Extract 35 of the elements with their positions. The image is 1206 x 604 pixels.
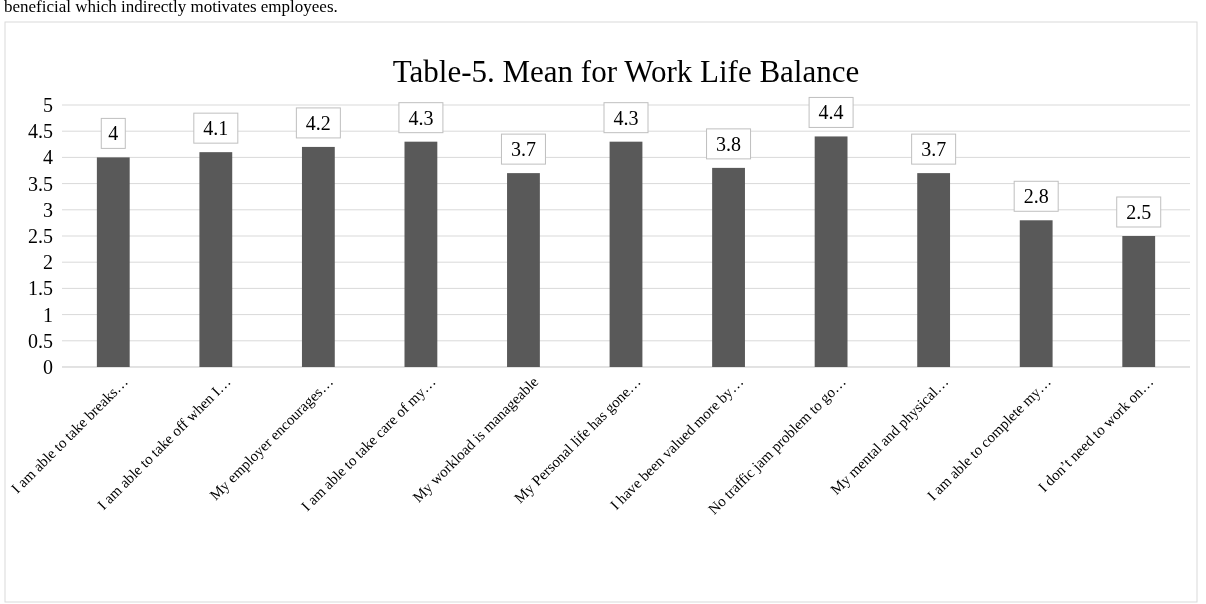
y-tick-label: 2.5 — [28, 225, 53, 247]
bar — [199, 152, 233, 367]
bar — [1122, 236, 1156, 367]
data-label: 4 — [108, 122, 119, 145]
data-label: 4.3 — [408, 106, 434, 129]
y-tick-label: 5 — [43, 94, 53, 116]
data-label: 4.2 — [305, 111, 331, 134]
bar — [96, 157, 130, 367]
bar — [1019, 220, 1053, 367]
bar — [507, 173, 540, 367]
y-tick-label: 1.5 — [28, 277, 53, 300]
y-tick-label: 3.5 — [28, 172, 53, 195]
y-tick-label: 4.5 — [28, 120, 53, 143]
chart-title: Table-5. Mean for Work Life Balance — [392, 54, 860, 89]
data-label: 4.4 — [818, 101, 844, 124]
data-label: 3.8 — [716, 132, 742, 155]
bar — [609, 141, 643, 367]
data-label: 4.3 — [613, 106, 639, 129]
bar — [301, 146, 335, 367]
y-tick-label: 0 — [43, 356, 53, 378]
data-label: 3.7 — [921, 138, 947, 161]
data-label: 2.5 — [1126, 201, 1152, 223]
bar — [404, 141, 438, 367]
text: beneficial which indirectly motivates employees. — [4, 0, 338, 16]
bar — [917, 173, 951, 367]
y-tick-label: 4 — [43, 146, 53, 169]
data-label: 3.7 — [510, 138, 536, 161]
bar — [814, 136, 848, 367]
y-tick-label: 0.5 — [28, 329, 53, 352]
bar — [712, 167, 745, 367]
data-label: 4.1 — [203, 117, 229, 140]
y-tick-label: 2 — [43, 251, 53, 274]
y-tick-label: 1 — [43, 303, 53, 326]
y-tick-label: 3 — [43, 198, 53, 221]
data-label: 2.8 — [1023, 185, 1049, 208]
